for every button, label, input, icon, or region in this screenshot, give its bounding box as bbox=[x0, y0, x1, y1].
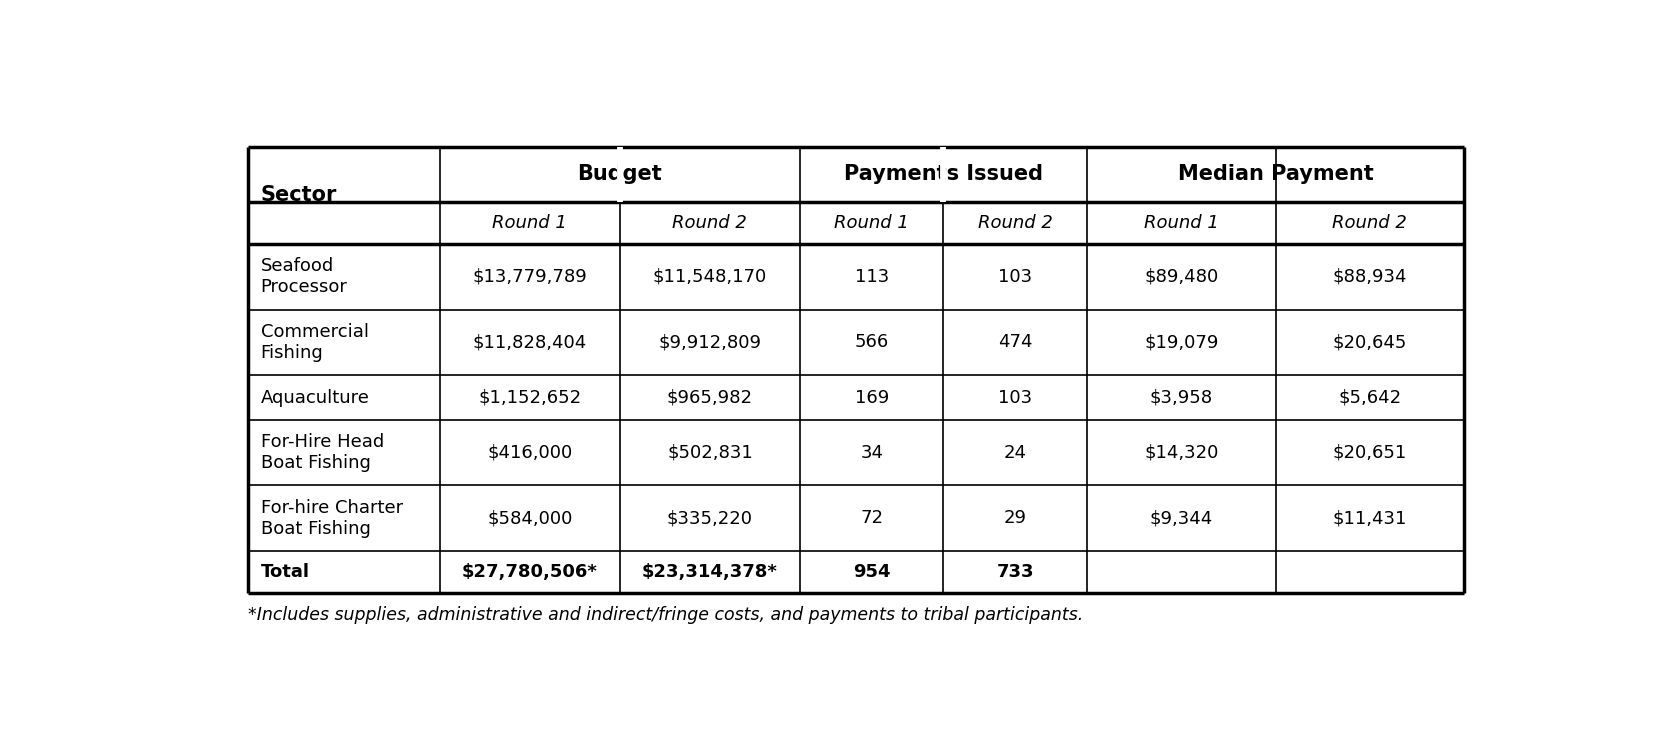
Text: Round 2: Round 2 bbox=[673, 214, 746, 232]
Text: 29: 29 bbox=[1004, 509, 1027, 527]
Text: $502,831: $502,831 bbox=[666, 443, 753, 461]
Text: $11,548,170: $11,548,170 bbox=[653, 268, 767, 286]
Text: $23,314,378*: $23,314,378* bbox=[641, 563, 778, 581]
Text: 24: 24 bbox=[1004, 443, 1027, 461]
Text: $416,000: $416,000 bbox=[488, 443, 573, 461]
Text: Round 1: Round 1 bbox=[493, 214, 568, 232]
Text: Seafood
Processor: Seafood Processor bbox=[261, 257, 347, 296]
Text: 72: 72 bbox=[860, 509, 883, 527]
Text: $9,912,809: $9,912,809 bbox=[658, 333, 762, 351]
Text: $11,828,404: $11,828,404 bbox=[473, 333, 586, 351]
Text: 566: 566 bbox=[855, 333, 888, 351]
Text: 954: 954 bbox=[853, 563, 890, 581]
Text: For-hire Charter
Boat Fishing: For-hire Charter Boat Fishing bbox=[261, 498, 402, 538]
Text: Round 2: Round 2 bbox=[979, 214, 1052, 232]
Text: $584,000: $584,000 bbox=[488, 509, 573, 527]
Text: $1,152,652: $1,152,652 bbox=[478, 388, 581, 406]
Text: 113: 113 bbox=[855, 268, 888, 286]
Text: 103: 103 bbox=[999, 388, 1032, 406]
Text: Budget: Budget bbox=[578, 164, 663, 184]
Text: $9,344: $9,344 bbox=[1149, 509, 1212, 527]
Text: Sector: Sector bbox=[261, 185, 337, 205]
Text: *Includes supplies, administrative and indirect/fringe costs, and payments to tr: *Includes supplies, administrative and i… bbox=[247, 606, 1082, 624]
Text: Payments Issued: Payments Issued bbox=[843, 164, 1044, 184]
Text: $19,079: $19,079 bbox=[1144, 333, 1219, 351]
Text: $13,779,789: $13,779,789 bbox=[473, 268, 588, 286]
Text: Aquaculture: Aquaculture bbox=[261, 388, 369, 406]
Text: 169: 169 bbox=[855, 388, 888, 406]
Text: Round 1: Round 1 bbox=[1144, 214, 1219, 232]
Text: $3,958: $3,958 bbox=[1149, 388, 1212, 406]
Text: $27,780,506*: $27,780,506* bbox=[463, 563, 598, 581]
Text: 474: 474 bbox=[999, 333, 1032, 351]
Text: $89,480: $89,480 bbox=[1144, 268, 1219, 286]
Text: $20,645: $20,645 bbox=[1333, 333, 1408, 351]
Text: $11,431: $11,431 bbox=[1333, 509, 1408, 527]
Text: Median Payment: Median Payment bbox=[1177, 164, 1373, 184]
Text: For-Hire Head
Boat Fishing: For-Hire Head Boat Fishing bbox=[261, 433, 384, 472]
Text: Round 2: Round 2 bbox=[1333, 214, 1408, 232]
Text: $965,982: $965,982 bbox=[666, 388, 753, 406]
Text: $5,642: $5,642 bbox=[1338, 388, 1401, 406]
Text: $88,934: $88,934 bbox=[1333, 268, 1408, 286]
Text: $14,320: $14,320 bbox=[1144, 443, 1219, 461]
Text: 733: 733 bbox=[997, 563, 1034, 581]
Text: $335,220: $335,220 bbox=[666, 509, 753, 527]
Text: 103: 103 bbox=[999, 268, 1032, 286]
Text: Total: Total bbox=[261, 563, 309, 581]
Text: $20,651: $20,651 bbox=[1333, 443, 1408, 461]
Text: Commercial
Fishing: Commercial Fishing bbox=[261, 323, 369, 362]
Text: 34: 34 bbox=[860, 443, 883, 461]
Text: Round 1: Round 1 bbox=[835, 214, 908, 232]
